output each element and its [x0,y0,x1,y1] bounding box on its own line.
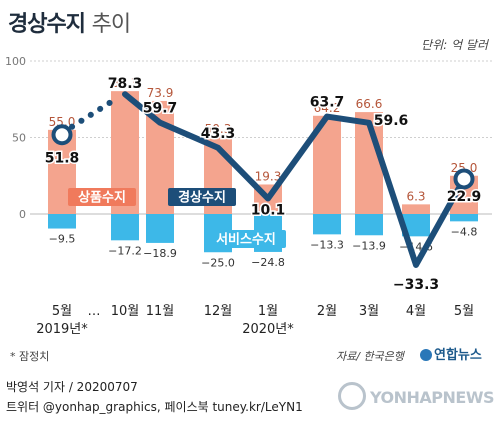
social-credit: 트위터 @yonhap_graphics, 페이스북 tuney.kr/LeYN… [6,400,303,414]
current-account-value-label: 78.3 [108,76,143,92]
current-account-value-label: 10.1 [251,203,286,219]
x-tick-label: 12월 [204,304,233,319]
services-bar [146,214,174,243]
goods-value-label: 80.3 [112,76,139,90]
services-bar [48,214,76,229]
brand-logo: 연합뉴스 [420,344,482,363]
goods-value-label: 64.2 [314,101,341,115]
legend-label: 경상수지 [178,190,226,206]
y-tick-label: 50 [12,132,26,145]
footnote: * 잠정치 [10,350,50,363]
goods-value-label: 19.3 [255,169,282,183]
goods-value-label: 55.0 [49,115,76,129]
x-tick-label: 3월 [359,304,379,319]
legend-tag [68,188,136,206]
y-tick-label: 0 [19,208,26,221]
reporter-credit: 박영석 기자 / 20200707 [6,380,138,394]
axis-break-label: … [88,304,101,319]
services-value-label: −13.9 [352,239,386,252]
current-account-value-label: 59.6 [374,113,409,129]
services-value-label: −17.2 [108,244,142,257]
x-tick-label: 1월 [258,304,278,319]
goods-value-label: 50.3 [205,122,232,136]
services-bar [313,214,341,235]
current-account-endpoint [51,124,73,146]
current-account-value-label: −33.3 [393,277,439,293]
services-bar [402,214,430,237]
services-bar [450,214,478,222]
x-year-label: 2020년* [242,322,294,337]
source-label: 자료/ 한국은행 [336,350,404,363]
services-value-label: −4.8 [451,225,478,238]
services-value-label: −25.0 [201,256,235,269]
current-account-value-label: 59.7 [143,101,178,117]
x-tick-label: 11월 [146,304,175,319]
brand-logo-icon [420,349,432,361]
title-sub: 추이 [91,12,131,37]
services-value-label: −9.5 [49,233,76,246]
services-value-label: −18.9 [143,247,177,260]
x-tick-label: 4월 [406,304,426,319]
goods-value-label: 6.3 [406,189,425,203]
current-account-value-label: 63.7 [310,95,345,111]
legend-tag [206,230,286,248]
current-account-line [122,91,467,268]
current-account-endpoint [453,168,475,190]
goods-bar [402,204,430,214]
current-account-value-label: 22.9 [447,189,482,205]
x-tick-label: 5월 [52,304,72,319]
x-tick-label: 5월 [454,304,474,319]
current-account-value-label: 43.3 [201,126,236,142]
goods-value-label: 66.6 [356,97,383,111]
title-main: 경상수지 [8,12,86,37]
watermark: YONHAPNEWS [338,378,498,418]
goods-value-label: 73.9 [147,86,174,100]
chart-title: 경상수지 추이 [8,6,131,38]
legend-label: 상품수지 [78,191,126,206]
unit-label: 단위: 억 달러 [421,38,488,52]
x-tick-label: 2월 [317,304,337,319]
watermark-text: YONHAPNEWS [370,388,495,407]
legend-label: 서비스수지 [216,233,276,248]
services-bar [355,214,383,236]
x-year-label: 2019년* [36,322,88,337]
brand-text: 연합뉴스 [434,348,482,363]
legend-tag [168,188,236,206]
current-account-dotted [69,95,120,130]
current-account-value-label: 51.8 [45,151,80,167]
services-value-label: −24.8 [251,256,285,269]
watermark-logo-icon [338,382,366,410]
services-bar [111,214,139,241]
y-tick-label: 100 [5,55,26,68]
services-value-label: −13.3 [310,238,344,251]
x-tick-label: 10월 [111,304,140,319]
